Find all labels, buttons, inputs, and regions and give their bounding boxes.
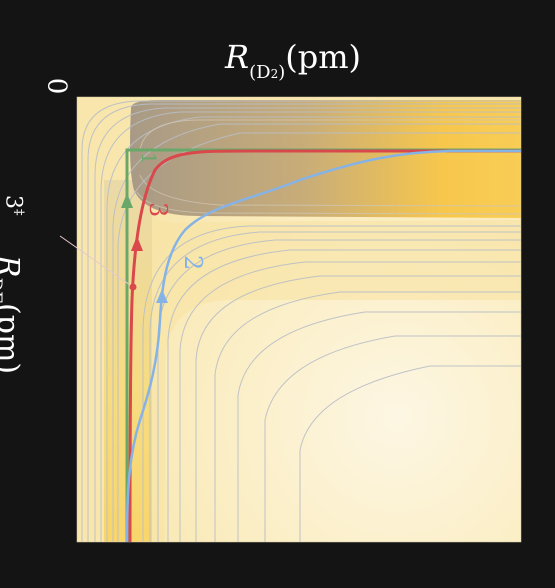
trajectory-3-arrow xyxy=(131,236,143,251)
trajectory-3: 3 xyxy=(128,149,521,543)
trajectory-2-arrow xyxy=(156,289,168,303)
trajectory-1-arrow xyxy=(121,193,133,208)
trajectory-3-label: 3 xyxy=(144,202,172,217)
trajectory-2-label: 2 xyxy=(179,255,207,270)
exit-valley xyxy=(130,100,521,218)
x-axis-title: R(D2)(pm) xyxy=(225,38,361,83)
x-axis-subscript-open: (D xyxy=(249,62,271,83)
x-axis-subscript-num: 2 xyxy=(270,67,279,81)
transition-state-pointer xyxy=(59,235,131,286)
x-axis-subscript-close: ) xyxy=(278,62,286,83)
transition-state-point xyxy=(129,283,137,291)
corner-halo xyxy=(152,215,521,542)
contour-lines xyxy=(81,100,521,542)
plot-border xyxy=(76,96,522,543)
trajectory-1-label: 1 xyxy=(137,152,161,165)
x-axis-subscript: (D2) xyxy=(249,62,285,83)
x-axis-unit: (pm) xyxy=(285,38,362,76)
trajectory-2: 2 xyxy=(125,149,521,543)
x-axis-symbol: R xyxy=(225,38,250,76)
trajectory-2-path xyxy=(125,149,521,543)
